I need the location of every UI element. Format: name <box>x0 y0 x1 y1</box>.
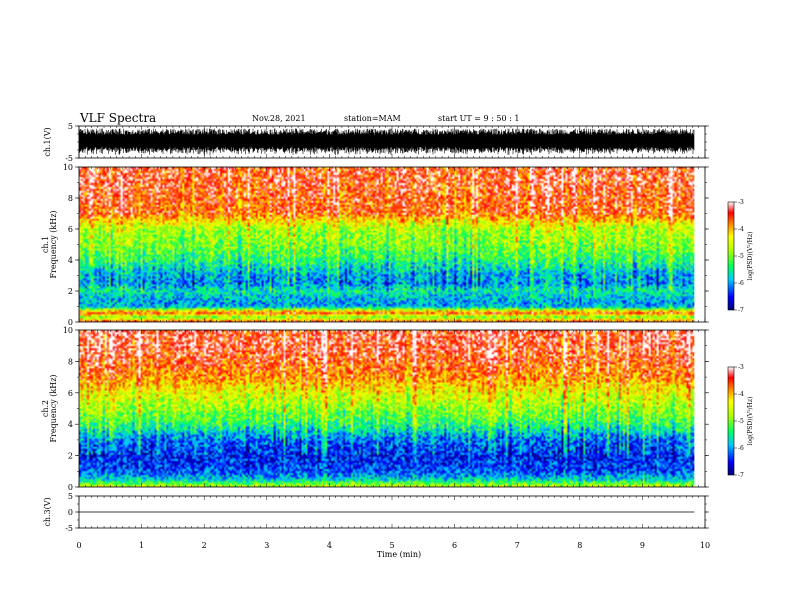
ytick-label-2-5: 10 <box>63 326 73 335</box>
ytick-label-3-2: -5 <box>65 524 73 533</box>
xtick-label-2: 2 <box>202 541 207 550</box>
colorbar-ch2-ticks: -3 -4 -5 -6 -7 <box>734 364 744 479</box>
ylabel-2-1: Frequency (kHz) <box>49 374 58 442</box>
ch1-spectrogram-panel <box>79 167 695 322</box>
ch2-spectrogram-image <box>79 330 695 487</box>
colorbar-tick-2-4: -7 <box>738 472 744 479</box>
ytick-label-1-2: 4 <box>68 256 73 265</box>
ytick-label-2-1: 2 <box>68 452 73 461</box>
colorbar-ch2-label: log(PSD)(V²/Hz) <box>747 397 754 446</box>
colorbar-ch2: -3 -4 -5 -6 -7 log(PSD)(V²/Hz) <box>727 364 754 479</box>
xtick-label-7: 7 <box>515 541 520 550</box>
xtick-label-0: 0 <box>76 541 81 550</box>
start-time-label: start UT = 9 : 50 : 1 <box>438 114 520 123</box>
ytick-label-2-2: 4 <box>68 420 73 429</box>
ytick-label-3-0: 5 <box>68 492 73 501</box>
ch1-waveform-trace <box>78 128 695 156</box>
xtick-label-10: 10 <box>700 541 710 550</box>
colorbar-tick-1-1: -4 <box>738 226 744 233</box>
xtick-label-4: 4 <box>327 541 332 550</box>
colorbar-ch2-gradient <box>727 366 735 476</box>
ytick-label-2-3: 6 <box>68 389 73 398</box>
colorbar-ch1-gradient <box>727 201 735 311</box>
station-label: station=MAM <box>344 114 401 123</box>
ylabel-1-1: Frequency (kHz) <box>49 210 58 278</box>
colorbar-ch1: -3 -4 -5 -6 -7 log(PSD)(V²/Hz) <box>727 199 754 314</box>
ytick-label-1-0: 0 <box>68 318 73 327</box>
ylabel-0-0: ch.1(V) <box>43 127 52 156</box>
colorbar-ch1-label: log(PSD)(V²/Hz) <box>747 232 754 281</box>
ytick-label-2-0: 0 <box>68 483 73 492</box>
date-label: Nov.28, 2021 <box>252 114 306 123</box>
ch2-spectrogram-panel <box>79 330 695 487</box>
ylabel-1-0: ch.1 <box>41 236 50 253</box>
ylabel-3-0: ch.3(V) <box>43 497 52 526</box>
ylabel-2-0: ch.2 <box>41 400 50 417</box>
colorbar-tick-1-2: -5 <box>738 253 744 260</box>
ch1-waveform-panel <box>78 128 695 156</box>
ytick-label-0-1: -5 <box>65 154 73 163</box>
colorbar-tick-1-4: -7 <box>738 307 744 314</box>
colorbar-tick-1-3: -6 <box>738 280 744 287</box>
colorbar-tick-2-0: -3 <box>738 364 744 371</box>
ytick-label-0-0: 5 <box>68 122 73 131</box>
ytick-label-1-5: 10 <box>63 163 73 172</box>
ytick-label-1-1: 2 <box>68 287 73 296</box>
x-axis-label: Time (min) <box>377 550 421 559</box>
colorbar-tick-1-0: -3 <box>738 199 744 206</box>
xtick-label-8: 8 <box>577 541 582 550</box>
ytick-label-1-3: 6 <box>68 225 73 234</box>
colorbar-tick-2-1: -4 <box>738 391 744 398</box>
colorbar-tick-2-2: -5 <box>738 418 744 425</box>
xtick-label-5: 5 <box>389 541 394 550</box>
xtick-label-6: 6 <box>452 541 457 550</box>
colorbar-tick-2-3: -6 <box>738 445 744 452</box>
xtick-label-9: 9 <box>640 541 645 550</box>
xtick-label-1: 1 <box>139 541 144 550</box>
ytick-label-2-4: 8 <box>68 357 73 366</box>
ytick-label-3-1: 0 <box>68 508 73 517</box>
xtick-label-3: 3 <box>264 541 269 550</box>
ytick-label-1-4: 8 <box>68 194 73 203</box>
ch1-spectrogram-image <box>79 167 695 322</box>
chart-title: VLF Spectra <box>80 111 157 125</box>
colorbar-ch1-ticks: -3 -4 -5 -6 -7 <box>734 199 744 314</box>
